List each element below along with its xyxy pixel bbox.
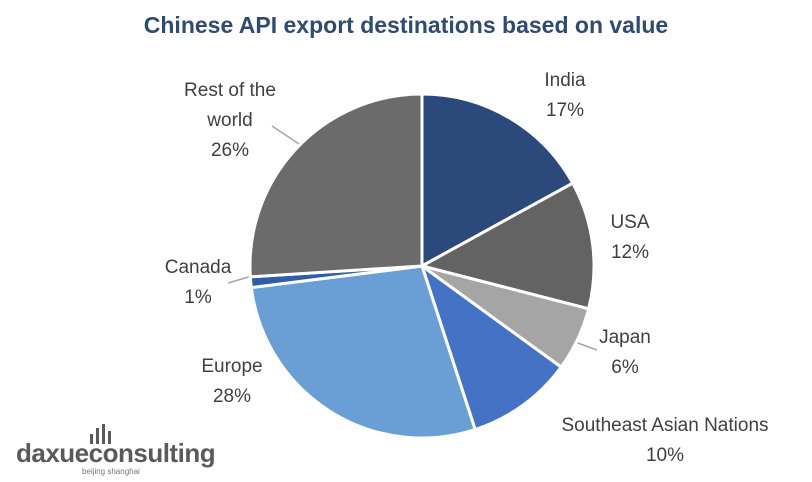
leader-line [227, 275, 253, 284]
slice-label: Canada 1% [165, 253, 232, 313]
category-label: Canada [164, 257, 232, 278]
category-label: Southeast Asian Nations [561, 415, 769, 436]
pie-slice [249, 264, 478, 440]
value-label: 26% [210, 140, 250, 161]
logo-bar [96, 428, 99, 444]
logo-bar [102, 424, 105, 444]
value-label: 10% [645, 445, 685, 466]
category-label: Japan [599, 327, 651, 348]
value-label: 12% [610, 242, 650, 263]
slice-label: USA 12% [610, 208, 649, 268]
category-label: USA [610, 212, 650, 233]
category-label: India [544, 70, 586, 91]
value-label: 28% [212, 386, 252, 407]
slice-label: Rest of the world 26% [170, 76, 290, 166]
logo-name: daxueconsulting [16, 438, 216, 468]
slice-label: Southeast Asian Nations 10% [561, 411, 768, 471]
pie-slice [420, 92, 575, 269]
slice-label: India 17% [544, 66, 585, 126]
pie-slice [248, 92, 424, 279]
logo-tagline: beijing shanghai [82, 467, 140, 476]
logo-icon [90, 424, 111, 444]
value-label: 17% [545, 100, 585, 121]
category-label: Europe [201, 356, 263, 377]
category-label: Rest of the world [184, 80, 276, 131]
value-label: 1% [184, 287, 212, 308]
logo-bar [108, 431, 111, 444]
chart-title: Chinese API export destinations based on… [143, 12, 669, 38]
value-label: 6% [611, 357, 639, 378]
pie [248, 92, 596, 440]
leader-line [574, 341, 598, 351]
pie-slice [417, 181, 596, 311]
slice-label: Europe 28% [201, 352, 262, 412]
logo-bar [90, 434, 93, 444]
slice-label: Japan 6% [599, 323, 651, 383]
pie-slice [419, 262, 564, 432]
